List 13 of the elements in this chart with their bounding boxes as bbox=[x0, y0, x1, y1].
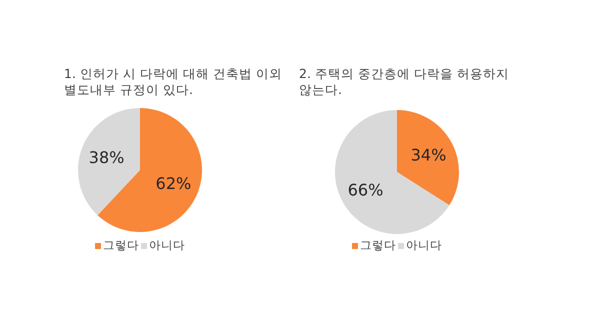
data-label: 66% bbox=[348, 180, 384, 200]
legend-label: 그렇다 bbox=[359, 238, 396, 252]
chart-title: 1. 인허가 시 다락에 대해 건축법 이외 별도내부 규정이 있다. bbox=[64, 66, 283, 98]
data-label: 34% bbox=[410, 146, 446, 165]
legend-label: 아니다 bbox=[148, 238, 185, 252]
pie-slice bbox=[397, 110, 459, 206]
pie-slice bbox=[78, 108, 140, 216]
legend-label: 그렇다 bbox=[102, 238, 139, 252]
data-label: 38% bbox=[88, 148, 124, 167]
legend-label: 아니다 bbox=[405, 238, 442, 252]
data-label: 62% bbox=[156, 174, 192, 194]
pie-slice bbox=[335, 110, 450, 234]
chart-title: 2. 주택의 중간층에 다락을 허용하지 않는다. bbox=[299, 66, 510, 98]
